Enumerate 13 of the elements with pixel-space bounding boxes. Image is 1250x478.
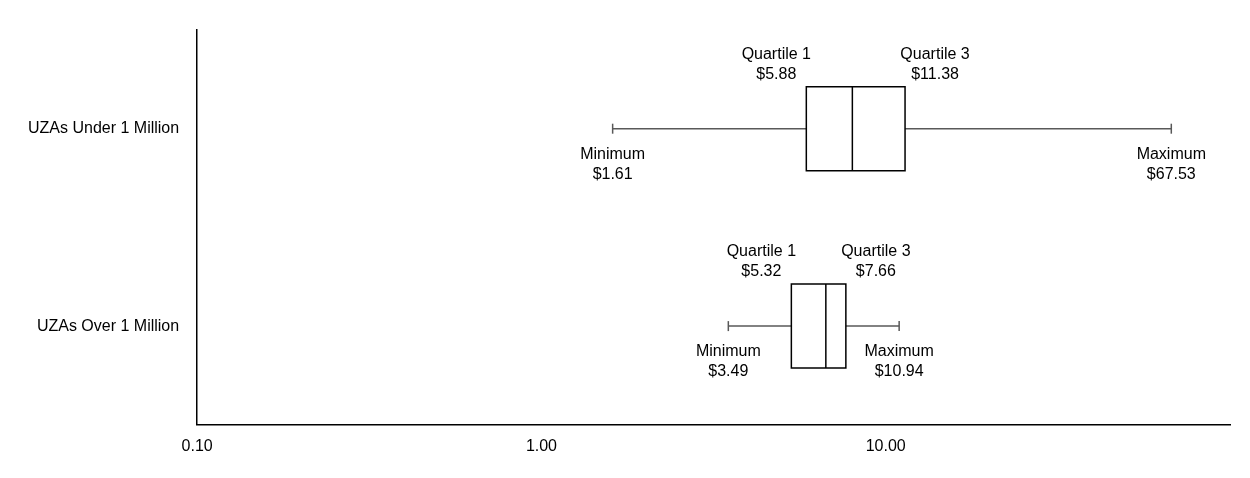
annotation: Quartile 3 $7.66 <box>841 242 911 280</box>
x-tick-label: 10.00 <box>865 436 906 454</box>
annotation: Minimum $1.61 <box>580 144 646 182</box>
annotation: Maximum $10.94 <box>864 342 934 380</box>
y-tick-label: UZAs Over 1 Million <box>36 316 180 334</box>
annotation: Quartile 1 $5.32 <box>726 242 797 280</box>
y-tick-label: UZAs Under 1 Million <box>28 119 180 137</box>
x-tick-label: 1.00 <box>525 436 558 454</box>
annotation: Maximum $67.53 <box>1136 144 1206 182</box>
annotation: Quartile 1 $5.88 <box>741 44 812 82</box>
x-tick-label: 0.10 <box>181 436 213 454</box>
annotation: Quartile 3 $11.38 <box>900 44 970 82</box>
annotation: Minimum $3.49 <box>695 342 761 380</box>
